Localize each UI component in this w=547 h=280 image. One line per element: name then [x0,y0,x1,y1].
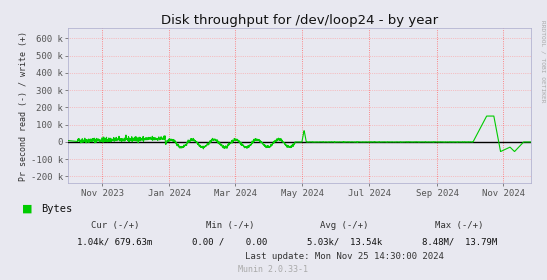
Text: Avg (-/+): Avg (-/+) [321,221,369,230]
Text: 5.03k/  13.54k: 5.03k/ 13.54k [307,238,382,247]
Text: 8.48M/  13.79M: 8.48M/ 13.79M [422,238,497,247]
Text: Max (-/+): Max (-/+) [435,221,484,230]
Text: 0.00 /    0.00: 0.00 / 0.00 [192,238,267,247]
Text: 1.04k/ 679.63m: 1.04k/ 679.63m [77,238,153,247]
Text: Cur (-/+): Cur (-/+) [91,221,139,230]
Text: Bytes: Bytes [41,204,72,214]
Text: Munin 2.0.33-1: Munin 2.0.33-1 [238,265,309,274]
Text: Last update: Mon Nov 25 14:30:00 2024: Last update: Mon Nov 25 14:30:00 2024 [245,252,444,261]
Title: Disk throughput for /dev/loop24 - by year: Disk throughput for /dev/loop24 - by yea… [161,14,438,27]
Text: RRDTOOL / TOBI OETIKER: RRDTOOL / TOBI OETIKER [541,20,546,102]
Text: Min (-/+): Min (-/+) [206,221,254,230]
Y-axis label: Pr second read (-) / write (+): Pr second read (-) / write (+) [19,31,28,181]
Text: ■: ■ [22,204,32,214]
